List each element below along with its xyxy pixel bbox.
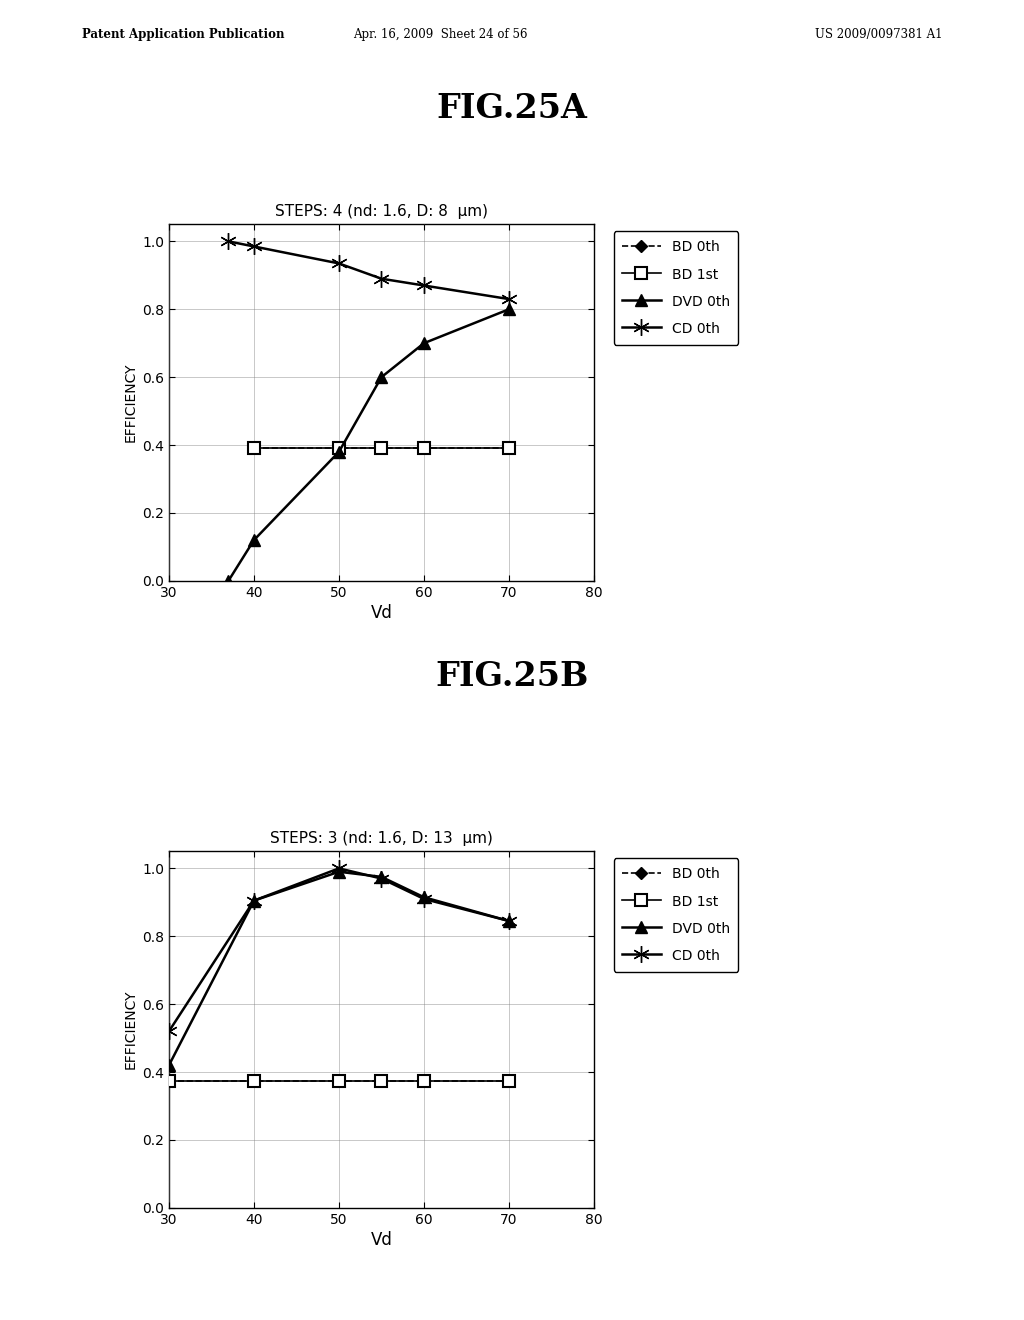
Y-axis label: EFFICIENCY: EFFICIENCY xyxy=(124,990,138,1069)
Text: Apr. 16, 2009  Sheet 24 of 56: Apr. 16, 2009 Sheet 24 of 56 xyxy=(353,28,527,41)
DVD 0th xyxy=(248,892,260,908)
BD 0th xyxy=(503,441,515,457)
CD 0th xyxy=(248,239,260,255)
DVD 0th xyxy=(248,532,260,548)
DVD 0th xyxy=(222,573,234,589)
Line: CD 0th: CD 0th xyxy=(220,234,517,308)
Line: DVD 0th: DVD 0th xyxy=(163,866,515,1072)
BD 1st xyxy=(248,441,260,457)
Text: FIG.25B: FIG.25B xyxy=(435,660,589,693)
DVD 0th xyxy=(333,444,345,459)
X-axis label: Vd: Vd xyxy=(371,603,392,622)
BD 0th xyxy=(333,1073,345,1089)
BD 1st xyxy=(333,441,345,457)
CD 0th xyxy=(418,277,430,293)
BD 1st xyxy=(333,1073,345,1089)
BD 0th xyxy=(163,1073,175,1089)
Line: BD 1st: BD 1st xyxy=(248,442,515,454)
BD 0th xyxy=(248,1073,260,1089)
CD 0th xyxy=(248,892,260,908)
BD 1st xyxy=(163,1073,175,1089)
BD 0th xyxy=(248,441,260,457)
Title: STEPS: 4 (nd: 1.6, D: 8  μm): STEPS: 4 (nd: 1.6, D: 8 μm) xyxy=(274,205,488,219)
Text: US 2009/0097381 A1: US 2009/0097381 A1 xyxy=(814,28,942,41)
CD 0th xyxy=(375,271,387,286)
Title: STEPS: 3 (nd: 1.6, D: 13  μm): STEPS: 3 (nd: 1.6, D: 13 μm) xyxy=(270,832,493,846)
DVD 0th xyxy=(503,913,515,929)
CD 0th xyxy=(222,234,234,249)
DVD 0th xyxy=(375,869,387,884)
CD 0th xyxy=(503,913,515,929)
BD 0th xyxy=(418,441,430,457)
Line: DVD 0th: DVD 0th xyxy=(222,304,515,587)
BD 0th xyxy=(418,1073,430,1089)
Y-axis label: EFFICIENCY: EFFICIENCY xyxy=(124,363,138,442)
DVD 0th xyxy=(333,863,345,879)
CD 0th xyxy=(503,292,515,308)
Line: CD 0th: CD 0th xyxy=(161,861,517,1040)
CD 0th xyxy=(375,871,387,887)
BD 1st xyxy=(248,1073,260,1089)
BD 1st xyxy=(418,441,430,457)
CD 0th xyxy=(333,256,345,272)
DVD 0th xyxy=(163,1057,175,1073)
BD 0th xyxy=(503,1073,515,1089)
BD 1st xyxy=(375,441,387,457)
BD 1st xyxy=(375,1073,387,1089)
BD 0th xyxy=(333,441,345,457)
Line: BD 0th: BD 0th xyxy=(165,1076,513,1085)
BD 1st xyxy=(418,1073,430,1089)
DVD 0th xyxy=(503,301,515,317)
CD 0th xyxy=(333,861,345,876)
DVD 0th xyxy=(418,335,430,351)
DVD 0th xyxy=(375,370,387,385)
X-axis label: Vd: Vd xyxy=(371,1230,392,1249)
CD 0th xyxy=(418,891,430,907)
BD 0th xyxy=(375,441,387,457)
Line: BD 0th: BD 0th xyxy=(250,445,513,453)
DVD 0th xyxy=(418,890,430,906)
BD 1st xyxy=(503,441,515,457)
Text: FIG.25A: FIG.25A xyxy=(436,92,588,125)
BD 0th xyxy=(375,1073,387,1089)
BD 1st xyxy=(503,1073,515,1089)
CD 0th xyxy=(163,1023,175,1039)
Legend: BD 0th, BD 1st, DVD 0th, CD 0th: BD 0th, BD 1st, DVD 0th, CD 0th xyxy=(613,231,738,345)
Line: BD 1st: BD 1st xyxy=(163,1074,515,1086)
Text: Patent Application Publication: Patent Application Publication xyxy=(82,28,285,41)
Legend: BD 0th, BD 1st, DVD 0th, CD 0th: BD 0th, BD 1st, DVD 0th, CD 0th xyxy=(613,858,738,972)
